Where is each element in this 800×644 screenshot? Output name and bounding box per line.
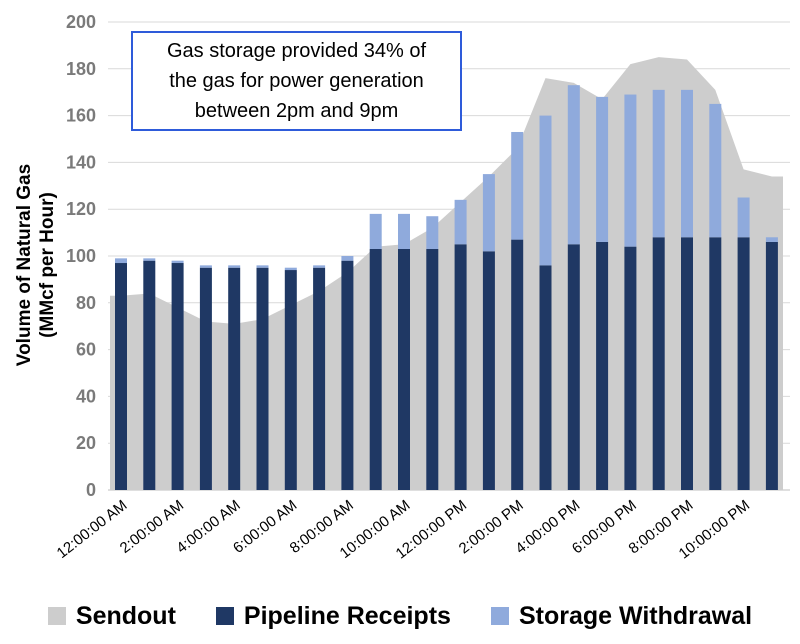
annotation-line1: Gas storage provided 34% of <box>166 40 427 62</box>
bar-storage-withdrawal <box>652 89 665 238</box>
bar-pipeline-receipts <box>652 237 665 490</box>
bar-pipeline-receipts <box>567 244 580 490</box>
pipeline-receipts-swatch-icon <box>215 607 234 625</box>
y-tick-label: 60 <box>76 340 96 360</box>
bar-pipeline-receipts <box>765 241 778 490</box>
bar-pipeline-receipts <box>398 248 410 490</box>
y-tick-label: 120 <box>66 199 96 219</box>
bar-storage-withdrawal <box>171 260 184 264</box>
bar-pipeline-receipts <box>624 246 637 490</box>
bar-pipeline-receipts <box>737 237 750 490</box>
bar-pipeline-receipts <box>313 267 326 490</box>
legend: Sendout Pipeline Receipts Storage Withdr… <box>0 594 800 638</box>
bar-pipeline-receipts <box>596 241 609 490</box>
bar-storage-withdrawal <box>624 94 637 247</box>
bar-pipeline-receipts <box>143 260 156 490</box>
bar-storage-withdrawal <box>709 103 722 238</box>
bar-pipeline-receipts <box>369 248 382 490</box>
annotation-line2: the gas for power generation <box>169 70 424 92</box>
sendout-area <box>110 57 783 490</box>
bar-storage-withdrawal <box>737 197 750 238</box>
y-axis-title: Volume of Natural Gas (MMcf per Hour) <box>13 125 59 405</box>
bar-pipeline-receipts <box>115 263 127 490</box>
bar-storage-withdrawal <box>115 258 127 264</box>
bar-storage-withdrawal <box>567 85 580 245</box>
bar-pipeline-receipts <box>681 237 693 490</box>
annotation-line3: between 2pm and 9pm <box>194 100 399 122</box>
bar-storage-withdrawal <box>426 216 439 249</box>
bar-storage-withdrawal <box>313 265 326 268</box>
x-tick-label: 12:00:00 AM <box>54 497 131 562</box>
bar-storage-withdrawal <box>256 265 269 268</box>
bar-storage-withdrawal <box>596 96 609 242</box>
bar-storage-withdrawal <box>369 213 382 249</box>
bar-pipeline-receipts <box>284 270 297 490</box>
bar-pipeline-receipts <box>539 265 552 490</box>
annotation-box: Gas storage provided 34% of the gas for … <box>131 31 462 131</box>
bar-storage-withdrawal <box>454 199 467 245</box>
bar-pipeline-receipts <box>482 251 495 490</box>
legend-item-pipeline-receipts: Pipeline Receipts <box>215 601 451 631</box>
legend-label-pipeline-receipts: Pipeline Receipts <box>243 601 451 630</box>
bar-storage-withdrawal <box>199 265 212 268</box>
legend-label-sendout: Sendout <box>75 601 176 630</box>
sendout-swatch-icon <box>47 607 66 625</box>
y-tick-label: 180 <box>66 59 96 79</box>
bar-pipeline-receipts <box>228 267 241 490</box>
y-tick-label: 0 <box>86 480 96 500</box>
y-tick-label: 100 <box>66 246 96 266</box>
bar-storage-withdrawal <box>482 174 495 252</box>
legend-item-sendout: Sendout <box>47 601 176 631</box>
bar-storage-withdrawal <box>398 213 410 249</box>
bar-storage-withdrawal <box>284 267 297 271</box>
bar-storage-withdrawal <box>681 89 693 238</box>
bar-pipeline-receipts <box>426 248 439 490</box>
y-axis-title-line2: (MMcf per Hour) <box>37 192 58 338</box>
bar-pipeline-receipts <box>709 237 722 490</box>
bar-pipeline-receipts <box>341 260 354 490</box>
bar-storage-withdrawal <box>143 258 156 261</box>
bar-pipeline-receipts <box>171 263 184 490</box>
bar-storage-withdrawal <box>539 115 552 266</box>
bar-storage-withdrawal <box>341 256 354 261</box>
bar-pipeline-receipts <box>454 244 467 490</box>
bar-storage-withdrawal <box>765 237 778 242</box>
bar-storage-withdrawal <box>511 131 524 240</box>
bar-pipeline-receipts <box>256 267 269 490</box>
legend-label-storage-withdrawal: Storage Withdrawal <box>518 601 753 630</box>
y-tick-label: 20 <box>76 433 96 453</box>
y-tick-label: 140 <box>66 152 96 172</box>
bar-pipeline-receipts <box>511 239 524 490</box>
legend-item-storage-withdrawal: Storage Withdrawal <box>490 601 753 631</box>
storage-withdrawal-swatch-icon <box>490 607 509 625</box>
y-tick-label: 80 <box>76 293 96 313</box>
bar-storage-withdrawal <box>228 265 241 268</box>
y-tick-label: 160 <box>66 106 96 126</box>
y-axis-title-line1: Volume of Natural Gas <box>14 163 35 367</box>
bar-pipeline-receipts <box>199 267 212 490</box>
y-tick-label: 40 <box>76 386 96 406</box>
y-tick-label: 200 <box>66 12 96 32</box>
